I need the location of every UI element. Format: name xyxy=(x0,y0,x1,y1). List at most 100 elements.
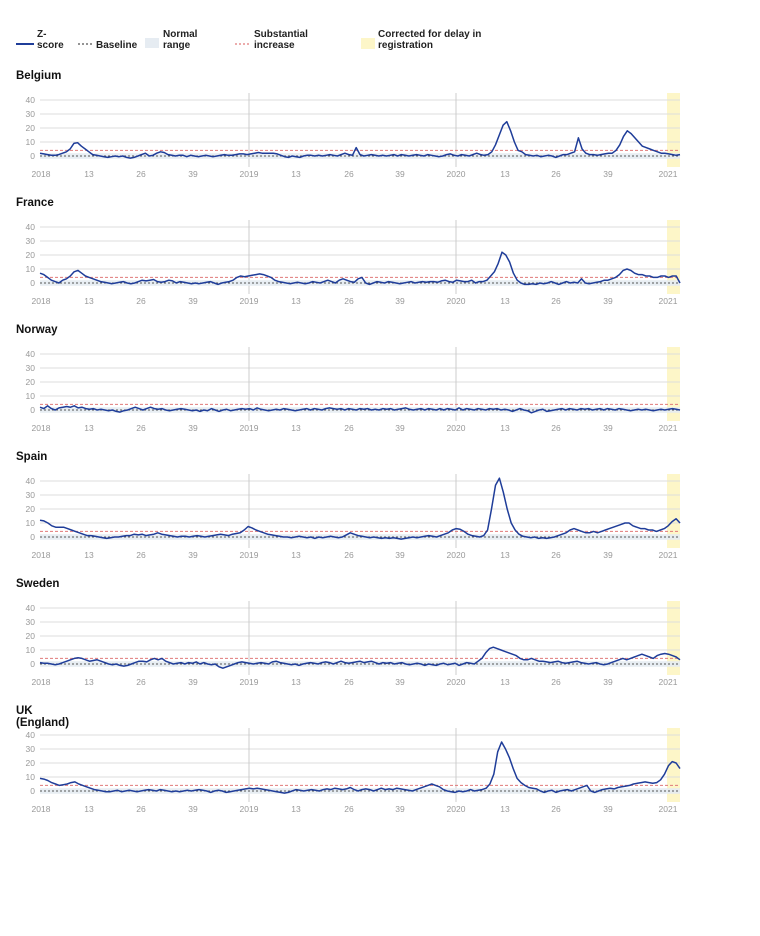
x-tick-label: 26 xyxy=(136,804,146,814)
x-tick-label: 13 xyxy=(291,296,301,306)
x-tick-label: 13 xyxy=(84,550,94,560)
y-tick-label: 30 xyxy=(26,109,36,119)
chart-panel: 0 10 20 30 40 2018 13 26 39 2019 13 26 39 2020 13 26 39 2… xyxy=(26,220,681,306)
x-tick-label: 26 xyxy=(344,296,354,306)
y-tick-label: 20 xyxy=(26,123,36,133)
x-tick-label: 2018 xyxy=(32,804,51,814)
x-tick-label: 26 xyxy=(136,296,146,306)
y-tick-label: 20 xyxy=(26,631,36,641)
panel-title: Norway xyxy=(16,324,58,336)
zscore-series-line xyxy=(39,120,681,159)
y-tick-label: 20 xyxy=(26,377,36,387)
x-tick-label: 39 xyxy=(188,550,198,560)
x-tick-label: 2021 xyxy=(659,296,678,306)
x-tick-label: 26 xyxy=(136,677,146,687)
x-tick-label: 26 xyxy=(551,296,561,306)
substantial-increase-legend-label: Substantial increase xyxy=(254,29,308,51)
x-tick-label: 39 xyxy=(395,169,405,179)
x-tick-label: 26 xyxy=(344,550,354,560)
zscore-series-line xyxy=(39,405,681,414)
y-tick-label: 0 xyxy=(30,151,35,161)
x-tick-label: 26 xyxy=(136,169,146,179)
x-tick-label: 13 xyxy=(291,423,301,433)
x-tick-label: 39 xyxy=(395,550,405,560)
x-tick-label: 26 xyxy=(136,423,146,433)
x-tick-label: 2019 xyxy=(240,550,259,560)
x-tick-label: 39 xyxy=(603,423,613,433)
x-tick-label: 13 xyxy=(84,169,94,179)
y-tick-label: 30 xyxy=(26,490,36,500)
y-tick-label: 30 xyxy=(26,363,36,373)
x-tick-label: 13 xyxy=(84,804,94,814)
y-tick-label: 0 xyxy=(30,278,35,288)
panel-title: Belgium xyxy=(16,70,62,82)
zscore-series-line xyxy=(39,251,681,286)
y-tick-label: 40 xyxy=(26,222,36,232)
x-tick-label: 39 xyxy=(395,296,405,306)
x-tick-label: 26 xyxy=(551,804,561,814)
x-tick-label: 2021 xyxy=(659,169,678,179)
x-tick-label: 26 xyxy=(136,550,146,560)
y-tick-label: 10 xyxy=(26,645,36,655)
x-tick-label: 39 xyxy=(395,804,405,814)
x-tick-label: 13 xyxy=(291,804,301,814)
x-tick-label: 26 xyxy=(551,423,561,433)
x-tick-label: 13 xyxy=(84,296,94,306)
panel-title: France xyxy=(16,197,54,209)
y-tick-label: 40 xyxy=(26,349,36,359)
x-tick-label: 39 xyxy=(188,423,198,433)
x-tick-label: 26 xyxy=(551,169,561,179)
x-tick-label: 39 xyxy=(188,169,198,179)
y-tick-label: 0 xyxy=(30,532,35,542)
y-tick-label: 0 xyxy=(30,659,35,669)
x-tick-label: 26 xyxy=(344,677,354,687)
corrected-band xyxy=(667,347,680,421)
baseline-legend-label: Baseline xyxy=(96,40,138,51)
x-tick-label: 39 xyxy=(603,296,613,306)
substantial-increase-legend-swatch xyxy=(235,43,251,45)
y-tick-label: 0 xyxy=(30,405,35,415)
corrected-band xyxy=(667,93,680,167)
y-tick-label: 10 xyxy=(26,137,36,147)
baseline-legend-swatch xyxy=(78,43,94,45)
x-tick-label: 2020 xyxy=(447,296,466,306)
x-tick-label: 2021 xyxy=(659,423,678,433)
y-tick-label: 10 xyxy=(26,518,36,528)
x-tick-label: 39 xyxy=(188,804,198,814)
y-tick-label: 40 xyxy=(26,603,36,613)
x-tick-label: 13 xyxy=(500,169,510,179)
y-tick-label: 40 xyxy=(26,476,36,486)
x-tick-label: 39 xyxy=(603,550,613,560)
x-tick-label: 39 xyxy=(188,296,198,306)
corrected-band xyxy=(667,474,680,548)
corrected-legend-label: Corrected for delay in registration xyxy=(378,29,482,51)
zscore-series-line xyxy=(39,741,681,794)
y-tick-label: 10 xyxy=(26,391,36,401)
x-tick-label: 13 xyxy=(500,677,510,687)
x-tick-label: 2018 xyxy=(32,550,51,560)
chart-panel: 0 10 20 30 40 2018 13 26 39 2019 13 26 39 2020 13 26 39 2… xyxy=(26,601,681,687)
zscore-legend-swatch xyxy=(16,43,34,45)
x-tick-label: 2020 xyxy=(447,169,466,179)
y-tick-label: 30 xyxy=(26,617,36,627)
x-tick-label: 13 xyxy=(291,169,301,179)
panel-title: Sweden xyxy=(16,578,60,590)
x-tick-label: 26 xyxy=(344,804,354,814)
x-tick-label: 2019 xyxy=(240,804,259,814)
x-tick-label: 13 xyxy=(291,677,301,687)
normal-range-legend-swatch xyxy=(145,38,159,48)
chart-panel: 0 10 20 30 40 2018 13 26 39 2019 13 26 39 2020 13 26 39 2… xyxy=(26,347,681,433)
x-tick-label: 13 xyxy=(84,423,94,433)
x-tick-label: 13 xyxy=(291,550,301,560)
x-tick-label: 2019 xyxy=(240,423,259,433)
x-tick-label: 26 xyxy=(551,550,561,560)
x-tick-label: 2018 xyxy=(32,169,51,179)
x-tick-label: 39 xyxy=(603,169,613,179)
panel-title: UK (England) xyxy=(16,705,70,729)
corrected-legend-swatch xyxy=(361,38,375,49)
y-tick-label: 30 xyxy=(26,744,36,754)
x-tick-label: 13 xyxy=(500,423,510,433)
panel-title: Spain xyxy=(16,451,48,463)
x-tick-label: 39 xyxy=(603,804,613,814)
y-tick-label: 10 xyxy=(26,264,36,274)
